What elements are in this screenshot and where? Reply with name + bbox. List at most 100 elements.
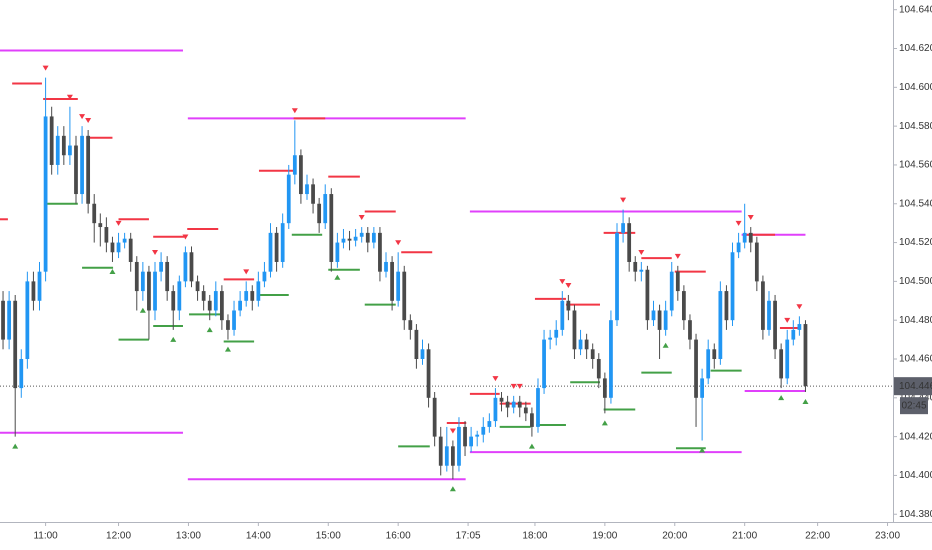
candle-body — [68, 145, 72, 156]
x-tick-label: 12:00 — [106, 531, 131, 542]
y-tick-label: 104.640 — [899, 4, 932, 15]
candle-body — [128, 238, 133, 262]
x-tick-label: 18:00 — [522, 531, 547, 542]
candle-body — [55, 135, 60, 165]
candle-body — [19, 358, 24, 389]
candle-body — [92, 203, 97, 224]
candle-body — [31, 281, 36, 301]
candle-body — [517, 401, 522, 408]
candle-body — [584, 339, 589, 350]
y-tick-label: 104.480 — [899, 315, 932, 326]
candle-body — [669, 271, 674, 311]
candle-body — [761, 281, 765, 330]
pivot-high-marker — [152, 249, 159, 255]
candle-body — [408, 320, 413, 330]
candle-body — [365, 232, 370, 243]
candle-body — [183, 252, 188, 282]
pivot-low-marker — [601, 420, 608, 426]
candle-body — [104, 227, 109, 243]
candle-body — [475, 434, 480, 437]
candle-body — [207, 300, 212, 311]
candle-body — [681, 291, 686, 321]
candle-body — [499, 397, 504, 402]
candle-body — [353, 236, 358, 241]
candle-body — [554, 329, 559, 338]
pivot-low-marker — [334, 274, 341, 280]
candle-body — [86, 135, 91, 204]
pivot-low-marker — [139, 307, 146, 313]
axes: 104.380104.400104.420104.440104.460104.4… — [33, 4, 932, 541]
candle-body — [633, 261, 638, 272]
candle-body — [116, 242, 121, 253]
candle-body — [767, 300, 771, 330]
candle-body — [153, 271, 157, 311]
candle-body — [481, 426, 486, 435]
candle-body — [596, 358, 601, 379]
pivot-high-marker — [638, 249, 645, 255]
candle-body — [694, 339, 698, 398]
candle-body — [226, 320, 230, 330]
y-tick-label: 104.520 — [899, 237, 932, 248]
candle-body — [201, 291, 206, 301]
candle-body — [523, 407, 528, 414]
candle-body — [140, 271, 145, 292]
candle-body — [213, 291, 218, 311]
candle-body — [49, 116, 54, 165]
candle-body — [779, 349, 784, 379]
candle-body — [609, 320, 613, 398]
pivot-high-marker — [42, 65, 49, 71]
x-tick-label: 20:00 — [662, 531, 687, 542]
candle-body — [590, 349, 595, 359]
pivot-low-marker — [12, 443, 19, 449]
candle-body — [219, 291, 224, 321]
candle-body — [450, 446, 455, 466]
pivot-high-marker — [395, 240, 402, 246]
candle-body — [171, 291, 176, 311]
candle-body — [615, 232, 619, 321]
candle-body — [122, 238, 127, 243]
candle-body — [159, 261, 163, 272]
pivot-low-marker — [802, 398, 809, 404]
candle-body — [530, 413, 534, 427]
candle-body — [323, 194, 328, 224]
pivot-high-marker — [492, 376, 499, 382]
candle-body — [736, 242, 741, 253]
candle-body — [639, 269, 644, 272]
x-tick-label: 23:00 — [875, 531, 900, 542]
candle-body — [785, 339, 790, 379]
candle-body — [536, 388, 540, 427]
candle-body — [165, 261, 170, 292]
y-tick-label: 104.600 — [899, 82, 932, 93]
y-tick-label: 104.540 — [899, 198, 932, 209]
x-tick-label: 14:00 — [246, 531, 271, 542]
candle-body — [712, 349, 717, 359]
candle-body — [730, 252, 735, 321]
candle-body — [688, 320, 692, 340]
candle-body — [742, 232, 747, 243]
candle-body — [645, 269, 650, 321]
price-axis — [893, 0, 932, 550]
candle-body — [700, 378, 705, 398]
candle-body — [134, 261, 139, 292]
candle-body — [572, 310, 577, 350]
pivot-high-marker — [674, 253, 681, 259]
y-tick-label: 104.380 — [899, 509, 932, 520]
candle-body — [627, 223, 632, 262]
candle-body — [463, 426, 467, 447]
candle-body — [414, 329, 419, 359]
pivot-high-marker — [182, 234, 189, 240]
candle-body — [244, 291, 249, 301]
candle-body — [359, 232, 364, 237]
candle-body — [37, 271, 42, 301]
pivot-low-marker — [109, 268, 116, 274]
candle-body — [444, 446, 449, 466]
y-tick-label: 104.500 — [899, 276, 932, 287]
candle-body — [195, 281, 200, 292]
candles — [1, 77, 808, 480]
last-price-box — [894, 377, 932, 396]
candle-body — [469, 436, 474, 447]
markers — [12, 65, 809, 492]
candle-body — [487, 421, 492, 427]
x-tick-label: 22:00 — [805, 531, 830, 542]
candle-body — [602, 378, 607, 398]
